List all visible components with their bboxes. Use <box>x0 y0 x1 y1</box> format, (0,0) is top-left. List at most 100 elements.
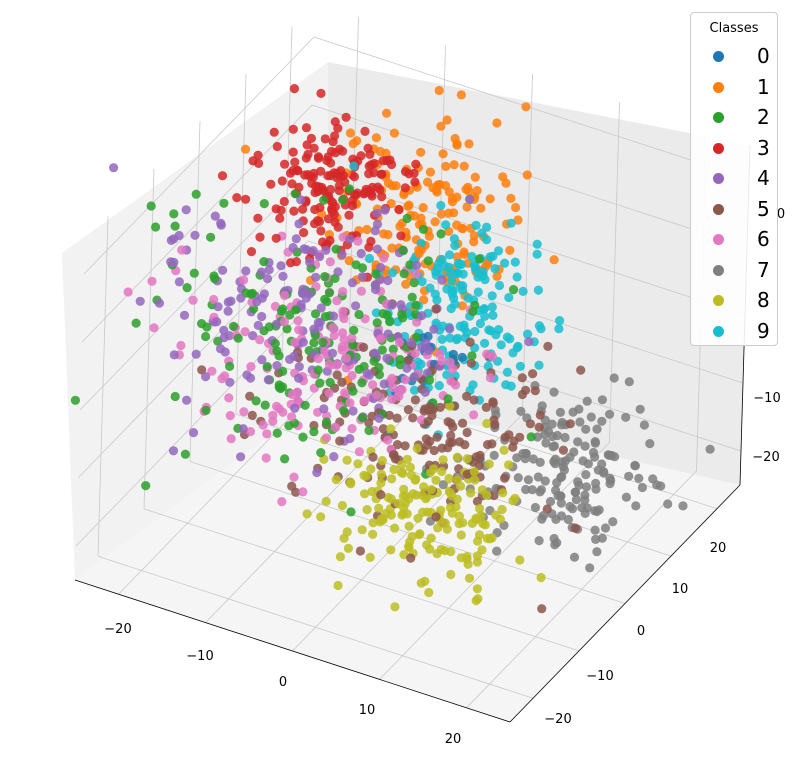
data-point-class-8 <box>474 530 485 540</box>
data-point-class-4 <box>345 234 355 244</box>
data-point-class-5 <box>423 416 433 426</box>
data-point-class-5 <box>509 436 519 446</box>
data-point-class-6 <box>239 275 249 285</box>
data-point-class-6 <box>280 290 290 301</box>
data-point-class-2 <box>284 421 294 431</box>
data-point-class-2 <box>298 432 308 442</box>
data-point-class-5 <box>481 402 491 412</box>
data-point-class-7 <box>609 373 619 383</box>
data-point-class-6 <box>416 415 426 425</box>
data-point-class-7 <box>549 441 560 451</box>
data-point-class-6 <box>258 420 268 430</box>
data-point-class-9 <box>502 332 512 342</box>
data-point-class-4 <box>402 363 412 373</box>
data-point-class-4 <box>372 219 383 229</box>
data-point-class-5 <box>474 460 484 471</box>
scatter-points <box>70 84 715 614</box>
data-point-class-4 <box>241 266 251 276</box>
legend-marker <box>713 112 724 123</box>
data-point-class-7 <box>571 487 581 497</box>
data-point-class-9 <box>471 220 481 230</box>
data-point-class-7 <box>580 495 590 505</box>
data-point-class-4 <box>259 289 269 299</box>
data-point-class-3 <box>288 147 298 157</box>
data-point-class-4 <box>276 261 286 271</box>
data-point-class-7 <box>597 416 607 426</box>
data-point-class-8 <box>469 467 479 477</box>
data-point-class-4 <box>294 219 304 229</box>
data-point-class-5 <box>431 512 441 522</box>
data-point-class-3 <box>341 112 351 122</box>
data-point-class-5 <box>355 546 365 556</box>
data-point-class-5 <box>462 391 472 401</box>
data-point-class-3 <box>217 171 228 181</box>
legend-marker <box>713 51 724 62</box>
data-point-class-4 <box>382 353 392 363</box>
data-point-class-7 <box>489 450 499 460</box>
y-tick-label: 20 <box>710 541 727 556</box>
data-point-class-8 <box>377 514 387 524</box>
data-point-class-6 <box>394 391 404 401</box>
data-point-class-6 <box>255 335 265 345</box>
data-point-class-4 <box>182 395 192 405</box>
data-point-class-6 <box>347 370 357 381</box>
data-point-class-3 <box>280 159 290 169</box>
data-point-class-6 <box>354 447 364 457</box>
data-point-class-1 <box>434 85 444 96</box>
legend-entry: 9 <box>691 316 777 346</box>
data-point-class-5 <box>410 395 420 405</box>
data-point-class-7 <box>565 452 575 462</box>
data-point-class-6 <box>356 286 366 296</box>
data-point-class-5 <box>443 417 453 427</box>
data-point-class-2 <box>443 394 453 404</box>
legend-label: 0 <box>757 44 770 68</box>
data-point-class-8 <box>386 510 396 520</box>
data-point-class-7 <box>536 485 547 495</box>
data-point-class-3 <box>404 169 414 179</box>
data-point-class-1 <box>470 172 480 182</box>
data-point-class-3 <box>285 168 296 178</box>
data-point-class-1 <box>461 184 471 194</box>
data-point-class-8 <box>473 594 483 604</box>
data-point-class-1 <box>433 180 443 190</box>
data-point-class-2 <box>282 324 292 334</box>
data-point-class-2 <box>280 454 290 464</box>
data-point-class-2 <box>70 395 80 405</box>
data-point-class-8 <box>466 488 476 498</box>
data-point-class-3 <box>335 144 345 154</box>
data-point-class-6 <box>387 394 397 404</box>
data-point-class-6 <box>487 351 497 362</box>
data-point-class-4 <box>226 296 236 306</box>
data-point-class-7 <box>521 484 531 495</box>
data-point-class-5 <box>543 341 553 351</box>
data-point-class-2 <box>397 309 407 319</box>
data-point-class-1 <box>441 161 451 171</box>
data-point-class-2 <box>398 245 408 255</box>
y-tick-label: −10 <box>586 669 613 684</box>
legend-label: 9 <box>757 318 770 343</box>
data-point-class-9 <box>417 277 427 287</box>
data-point-class-6 <box>123 287 133 297</box>
data-point-class-6 <box>287 412 297 422</box>
data-point-class-1 <box>472 186 482 196</box>
data-point-class-4 <box>169 234 179 244</box>
data-point-class-4 <box>314 252 325 262</box>
data-point-class-6 <box>329 330 339 341</box>
data-point-class-7 <box>591 478 601 488</box>
data-point-class-8 <box>368 529 378 539</box>
data-point-class-1 <box>436 121 446 131</box>
data-point-class-1 <box>442 115 452 125</box>
data-point-class-9 <box>470 262 480 272</box>
data-point-class-5 <box>488 398 498 408</box>
data-point-class-9 <box>430 289 440 299</box>
y-tick-label: 10 <box>672 582 689 597</box>
data-point-class-5 <box>406 553 416 563</box>
data-point-class-5 <box>469 395 479 405</box>
data-point-class-3 <box>320 134 330 144</box>
data-point-class-2 <box>467 351 477 361</box>
data-point-class-5 <box>403 405 413 415</box>
data-point-class-7 <box>608 517 618 527</box>
data-point-class-4 <box>524 337 534 347</box>
data-point-class-4 <box>380 205 390 215</box>
